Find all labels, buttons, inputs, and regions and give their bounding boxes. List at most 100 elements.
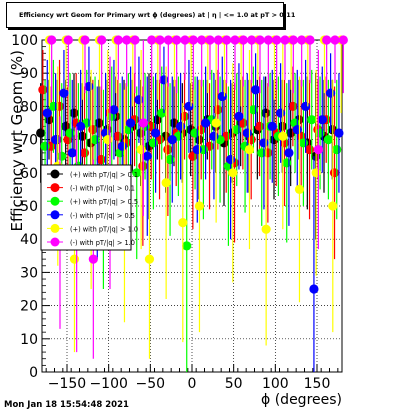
data-point (323, 135, 333, 145)
data-point (309, 284, 319, 294)
y-axis-label: Efficiency wrt Geom (%) (8, 50, 26, 231)
data-point (330, 35, 340, 45)
data-point (77, 131, 87, 141)
data-point (230, 35, 240, 45)
data-point (228, 168, 238, 178)
x-tick-label: −50 (136, 376, 166, 392)
data-point (130, 35, 140, 45)
data-point (63, 35, 73, 45)
data-point (205, 35, 215, 45)
data-point (147, 35, 157, 45)
y-tick-label: 60 (20, 166, 38, 182)
data-point (96, 154, 106, 165)
data-point (69, 254, 80, 264)
y-tick-label: 20 (20, 299, 38, 315)
data-point (326, 88, 336, 98)
data-point (272, 35, 282, 45)
data-point (69, 108, 79, 118)
data-point (36, 128, 46, 138)
data-point (163, 144, 173, 155)
data-point (294, 184, 305, 194)
data-point (305, 35, 315, 45)
data-point (51, 135, 61, 145)
data-point (194, 201, 205, 211)
data-point (217, 91, 227, 102)
y-tick-label: 30 (20, 265, 38, 281)
y-tick-label: 70 (20, 133, 38, 149)
data-point (148, 138, 158, 148)
data-point (197, 35, 207, 45)
data-point (126, 118, 136, 128)
data-point (42, 108, 52, 118)
legend-entry: (-) with pT/|q| > 0.5 (70, 212, 135, 220)
y-tick-label: 10 (20, 332, 38, 348)
data-point (97, 35, 107, 45)
data-point (244, 144, 255, 155)
data-point (263, 35, 273, 45)
data-point (313, 144, 323, 155)
legend-entry: (-) with pT/|q| > 0.1 (70, 185, 135, 193)
data-point (103, 135, 113, 145)
data-point (47, 35, 57, 45)
x-tick-label: 100 (262, 376, 289, 392)
data-point (201, 118, 211, 128)
data-point (90, 135, 100, 145)
data-point (328, 201, 338, 211)
data-point (315, 128, 325, 138)
data-point (247, 35, 257, 45)
x-tick-label: 0 (188, 376, 197, 392)
data-point (88, 254, 98, 264)
chart-title: Efficiency wrt Geom for Primary wrt ϕ (d… (19, 11, 296, 19)
data-point (238, 35, 248, 45)
data-point (161, 178, 171, 188)
data-point (57, 151, 67, 161)
data-point (40, 141, 50, 151)
y-tick-label: 40 (20, 232, 38, 248)
legend-box (40, 164, 132, 251)
legend-entry: (-) with pT/|q| > 1.0 (70, 239, 135, 247)
x-axis-label: ϕ (degrees) (261, 392, 342, 408)
data-point (113, 131, 123, 141)
data-point (165, 154, 175, 165)
data-point (67, 148, 77, 158)
data-point (109, 105, 119, 115)
data-point (255, 35, 265, 45)
data-point (242, 128, 252, 138)
data-point (288, 35, 298, 45)
timestamp-label: Mon Jan 18 15:54:48 2021 (4, 400, 129, 410)
data-point (76, 121, 86, 131)
data-point (267, 121, 277, 131)
data-point (159, 75, 169, 85)
data-point (292, 125, 302, 135)
data-point (232, 125, 242, 135)
legend-entry: (+) with pT/|q| > 1.0 (70, 225, 138, 233)
data-point (261, 224, 271, 234)
data-point (297, 35, 307, 45)
data-point (136, 144, 146, 155)
data-point (213, 105, 223, 115)
data-point (144, 254, 155, 264)
data-point (151, 128, 161, 138)
data-point (65, 128, 75, 138)
data-point (307, 115, 317, 125)
y-tick-label: 80 (20, 99, 38, 115)
data-point (167, 135, 177, 145)
data-point (184, 101, 194, 111)
legend-entry: (+) with pT/|q| > 0.1 (70, 171, 138, 179)
data-point (332, 144, 342, 155)
data-point (142, 151, 152, 161)
data-point (113, 35, 123, 45)
data-point (192, 144, 202, 155)
x-tick-label: −150 (48, 376, 86, 392)
y-tick-label: 0 (29, 365, 38, 381)
x-tick-label: −100 (89, 376, 127, 392)
data-point (80, 35, 90, 45)
data-point (338, 35, 348, 45)
data-point (259, 138, 269, 148)
data-point (257, 148, 267, 158)
data-point (213, 35, 223, 45)
data-point (301, 101, 311, 111)
data-point (155, 35, 165, 45)
data-point (334, 128, 344, 138)
data-point (134, 95, 144, 105)
